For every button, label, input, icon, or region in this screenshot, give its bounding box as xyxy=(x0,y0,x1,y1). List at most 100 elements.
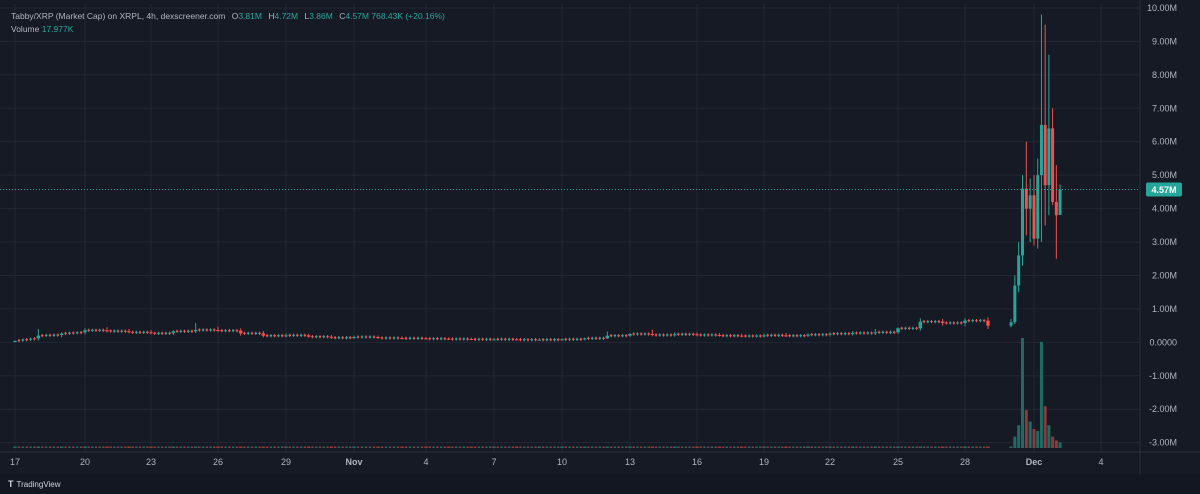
candle-body xyxy=(376,337,380,339)
candle-body xyxy=(602,337,605,340)
candle-body xyxy=(911,327,915,329)
candle-body xyxy=(781,334,784,336)
candle-body xyxy=(948,322,952,324)
volume-bar xyxy=(187,446,190,448)
tradingview-brand[interactable]: T TradingView xyxy=(8,479,61,489)
volume-bar xyxy=(832,446,835,448)
candle-body xyxy=(1032,195,1036,239)
volume-bar xyxy=(228,446,231,448)
volume-bars xyxy=(13,338,1062,448)
volume-bar xyxy=(250,446,254,448)
candle-body xyxy=(329,336,334,338)
candle-body xyxy=(153,332,156,334)
volume-bar xyxy=(455,446,458,448)
volume-bar xyxy=(451,446,454,448)
volume-bar xyxy=(17,446,21,448)
volume-bar xyxy=(836,446,839,448)
volume-bar xyxy=(477,446,481,448)
candle-body xyxy=(416,337,420,340)
candle-body xyxy=(770,334,773,336)
candle-body xyxy=(21,339,24,341)
candle-body xyxy=(146,331,149,333)
candle-body xyxy=(364,336,368,338)
volume-bar xyxy=(149,446,153,448)
volume-bar xyxy=(261,446,266,448)
candle-body xyxy=(1013,285,1017,323)
candle-body xyxy=(284,335,288,337)
volume-bar xyxy=(632,446,635,448)
candle-body xyxy=(1036,175,1040,239)
candle-body xyxy=(356,336,360,338)
candle-body xyxy=(832,332,835,335)
candle-body xyxy=(193,329,198,332)
candle-body xyxy=(1043,125,1047,186)
volume-bar xyxy=(258,446,261,448)
volume-bar xyxy=(1017,425,1021,448)
x-tick-label: Nov xyxy=(345,457,362,467)
candle-body xyxy=(179,330,182,332)
volume-bar xyxy=(514,446,519,448)
volume-bar xyxy=(247,446,250,448)
candle-body xyxy=(384,337,388,339)
volume-bar xyxy=(209,446,212,448)
volume-bar xyxy=(436,446,439,448)
volume-bar xyxy=(647,446,650,448)
volume-bar xyxy=(893,446,896,448)
candle-body xyxy=(940,321,945,323)
volume-bar xyxy=(918,446,923,448)
volume-bar xyxy=(881,446,885,448)
volume-bar xyxy=(205,446,209,448)
candle-body xyxy=(432,338,435,340)
current-price-badge xyxy=(1146,182,1182,197)
candle-body xyxy=(747,335,751,337)
x-tick-label: 17 xyxy=(10,457,20,467)
volume-bar xyxy=(408,446,412,448)
candle-body xyxy=(48,334,52,336)
volume-bar xyxy=(847,446,851,448)
candle-body xyxy=(721,334,725,337)
candle-body xyxy=(120,330,123,332)
volume-bar xyxy=(662,446,665,448)
candle-body xyxy=(205,329,209,331)
candle-body xyxy=(755,335,758,337)
volume-bar xyxy=(98,446,101,448)
candle-body xyxy=(25,339,28,341)
grid xyxy=(0,4,1140,452)
candle-body xyxy=(102,329,105,331)
volume-bar xyxy=(688,446,691,448)
x-tick-label: 20 xyxy=(80,457,90,467)
candle-body xyxy=(228,329,231,332)
candle-body xyxy=(896,328,900,333)
symbol-title: Tabby/XRP (Market Cap) on XRPL, 4h, dexs… xyxy=(11,11,226,21)
volume-bar xyxy=(613,446,617,448)
candle-body xyxy=(777,334,780,336)
candle-body xyxy=(806,334,810,336)
y-tick-label: 7.00M xyxy=(1152,103,1177,113)
candle-body xyxy=(541,339,545,341)
candle-body xyxy=(594,337,598,340)
volume-bar xyxy=(598,446,601,448)
candle-body xyxy=(105,330,109,332)
candle-body xyxy=(680,333,684,335)
volume-bar xyxy=(948,446,952,448)
volume-bar xyxy=(900,446,903,448)
candle-body xyxy=(828,333,832,335)
candle-body xyxy=(1009,322,1013,326)
open-value: 3.81M xyxy=(238,11,262,21)
candle-body xyxy=(889,331,892,333)
candle-body xyxy=(1028,195,1032,209)
volume-bar xyxy=(523,446,526,448)
volume-bar xyxy=(568,446,571,448)
volume-bar xyxy=(496,446,499,448)
volume-bar xyxy=(220,446,223,448)
open-key: O xyxy=(231,11,239,21)
volume-bar xyxy=(777,446,780,448)
candle-body xyxy=(658,334,661,336)
volume-bar xyxy=(400,446,404,448)
volume-bar xyxy=(105,446,109,448)
volume-bar xyxy=(13,446,17,448)
chart-legend: Tabby/XRP (Market Cap) on XRPL, 4h, dexs… xyxy=(11,10,445,36)
footer-bar: T TradingView xyxy=(0,474,1200,494)
